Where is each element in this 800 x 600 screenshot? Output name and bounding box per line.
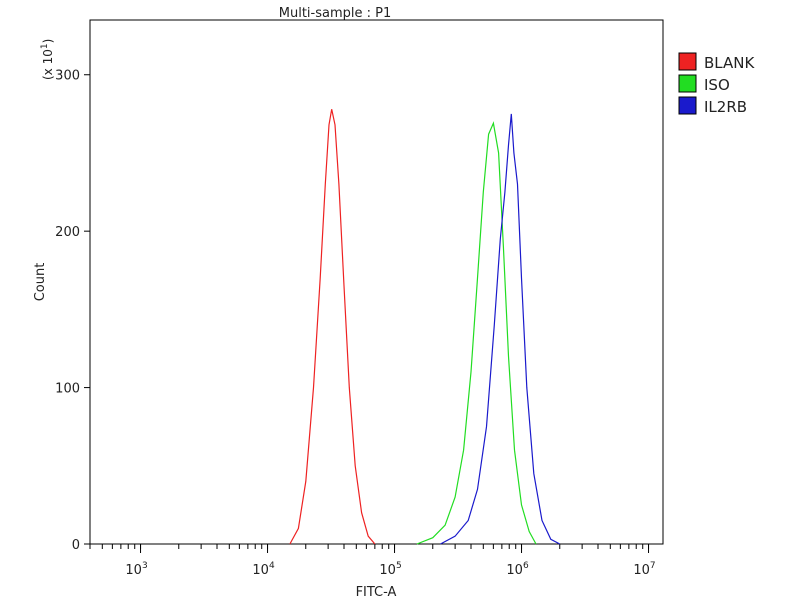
y-axis-label: Count: [33, 263, 48, 302]
plot-frame: [89, 19, 664, 545]
y-multiplier-text: (x 10: [41, 49, 55, 80]
legend: BLANK ISO IL2RB: [678, 52, 755, 116]
y-multiplier-exp: 1: [40, 43, 50, 49]
x-tick-label: 104: [252, 561, 275, 578]
x-tick-label: 103: [125, 561, 147, 578]
y-tick-label: 300: [55, 69, 80, 84]
x-tick-label: 106: [506, 561, 529, 578]
x-tick-label: 105: [379, 561, 401, 578]
y-axis-ticks: 0 100 200 300: [55, 69, 90, 553]
series-line-blank: [289, 109, 376, 545]
series-line-iso: [416, 121, 537, 545]
series-line-il2rb: [440, 113, 561, 545]
chart-title: Multi-sample : P1: [279, 6, 392, 21]
y-tick-label: 100: [55, 382, 80, 397]
y-multiplier-label: (x 101): [40, 39, 55, 80]
legend-swatch: [678, 74, 697, 93]
x-axis-ticks: 103 104 105 106 107: [89, 544, 656, 578]
legend-swatch: [678, 52, 697, 71]
legend-label: BLANK: [704, 54, 755, 72]
legend-label: IL2RB: [704, 98, 747, 116]
legend-label: ISO: [704, 76, 730, 94]
y-tick-label: 200: [55, 225, 80, 240]
x-tick-label: 107: [633, 561, 655, 578]
x-axis-label: FITC-A: [356, 585, 397, 600]
series-lines: [289, 109, 561, 545]
svg-text:(x 101): (x 101): [40, 39, 55, 80]
legend-swatch: [678, 96, 697, 115]
y-tick-label: 0: [72, 538, 80, 553]
